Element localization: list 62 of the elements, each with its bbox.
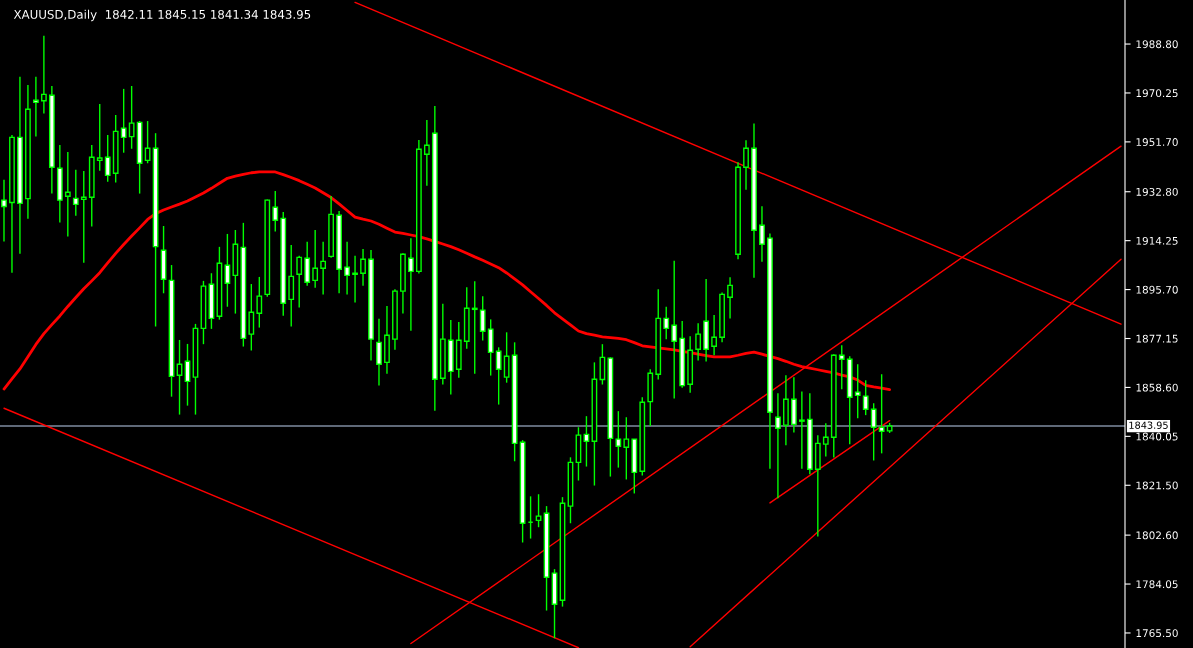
candlestick (838, 344, 845, 390)
y-tick-label: 1858.60 (1136, 383, 1178, 392)
y-tick-label: 1914.25 (1136, 236, 1178, 245)
y-tick-label: 1932.80 (1136, 187, 1178, 196)
candlestick (72, 169, 79, 217)
candlestick (759, 205, 765, 263)
candlestick (64, 151, 71, 238)
candlestick (288, 244, 295, 328)
candlestick (615, 410, 622, 469)
candlestick (870, 402, 877, 462)
candlestick (695, 322, 702, 362)
y-tick-label: 1988.80 (1136, 40, 1178, 49)
ref-line-label: 1843.95 (1129, 421, 1168, 429)
candlestick (503, 331, 510, 384)
candlestick (96, 103, 103, 172)
candlestick (743, 139, 749, 191)
candlestick (711, 314, 717, 356)
candlestick (33, 76, 39, 138)
candlestick (376, 318, 382, 387)
candlestick (623, 416, 630, 481)
candlestick (352, 255, 358, 304)
y-tick-label: 1765.50 (1136, 629, 1178, 638)
text: XAUUSD,Daily 1842.11 1845.15 1841.34 1843.95 (13, 9, 311, 22)
candlestick (312, 229, 319, 289)
candlestick (1, 179, 7, 243)
candlestick (727, 276, 733, 320)
candlestick (360, 248, 366, 287)
candlestick (535, 493, 542, 528)
y-tick-label: 1821.50 (1136, 481, 1178, 490)
candlestick (663, 306, 670, 340)
candlestick (256, 276, 263, 329)
y-tick-label: 1895.70 (1136, 285, 1178, 294)
candlestick (304, 241, 311, 287)
candlestick (248, 283, 255, 352)
candlestick (272, 190, 279, 233)
candlestick (671, 260, 678, 400)
candlestick (80, 170, 87, 264)
candlestick (495, 346, 502, 406)
candlestick (296, 255, 303, 309)
y-tick-label: 1951.70 (1136, 138, 1178, 146)
candlestick (104, 134, 111, 183)
candlestick (128, 85, 135, 150)
candlestick (878, 373, 885, 455)
candlestick (471, 280, 478, 375)
candlestick (487, 318, 494, 377)
candlestick (40, 35, 47, 115)
candlestick (798, 390, 805, 470)
candlestick (822, 422, 829, 458)
y-tick-label: 1970.25 (1136, 89, 1178, 98)
y-tick-label: 1784.05 (1136, 580, 1178, 589)
candlestick (320, 241, 327, 296)
y-tick-label: 1877.15 (1136, 334, 1178, 343)
candlestick (479, 295, 486, 342)
candlestick (408, 237, 414, 332)
candlestick (344, 241, 350, 296)
candlestick (120, 88, 127, 154)
candlestick (854, 363, 861, 419)
y-tick-label: 1840.05 (1136, 432, 1178, 441)
candlestick (775, 392, 781, 499)
y-tick-label: 1802.60 (1136, 531, 1178, 540)
candlestick (862, 379, 869, 416)
candlestick (423, 119, 430, 187)
